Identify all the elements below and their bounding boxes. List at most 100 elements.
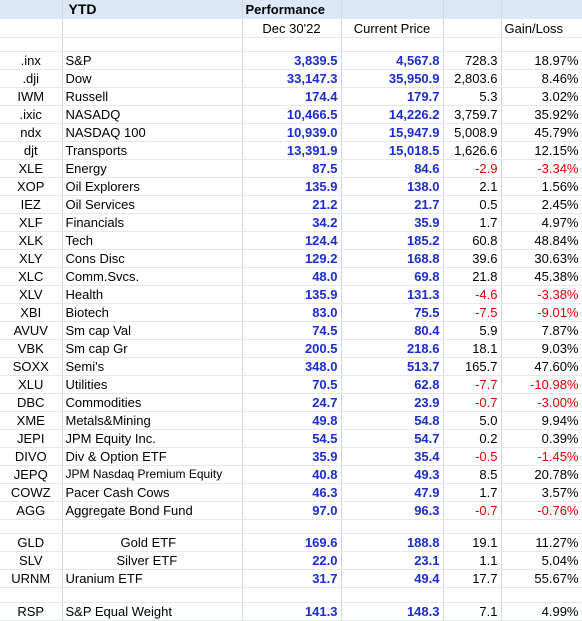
- start-price-cell: 74.5: [242, 321, 342, 340]
- ticker-cell: SOXX: [0, 357, 63, 376]
- table-row: RSP S&P Equal Weight 141.3 148.3 7.1 4.99%: [0, 602, 582, 621]
- gain-loss-cell: 55.67%: [501, 569, 582, 588]
- current-price-cell: 35.4: [341, 447, 444, 466]
- current-price-cell: 168.8: [341, 249, 444, 268]
- ticker-cell: .inx: [0, 51, 63, 70]
- ticker-cell: XLF: [0, 213, 63, 232]
- gain-loss-cell: 11.27%: [501, 533, 582, 552]
- current-price-cell: 47.9: [341, 483, 444, 502]
- name-cell: S&P Equal Weight: [62, 602, 243, 621]
- gain-loss-cell: 3.02%: [501, 87, 582, 106]
- change-cell: 19.1: [443, 533, 502, 552]
- blank-row: [0, 587, 582, 603]
- gain-loss-cell: 47.60%: [501, 357, 582, 376]
- gain-loss-cell: -9.01%: [501, 303, 582, 322]
- change-cell: 1.7: [443, 213, 502, 232]
- change-cell: 39.6: [443, 249, 502, 268]
- current-price-cell: 15,018.5: [341, 141, 444, 160]
- name-cell: Gold ETF: [62, 533, 243, 552]
- current-price-cell: 49.4: [341, 569, 444, 588]
- performance-header: Performance: [242, 0, 342, 19]
- table-row: IWM Russell 174.4 179.7 5.3 3.02%: [0, 87, 582, 106]
- table-row: IEZ Oil Services 21.2 21.7 0.5 2.45%: [0, 195, 582, 214]
- ticker-cell: IEZ: [0, 195, 63, 214]
- change-cell: 7.1: [443, 602, 502, 621]
- name-cell: JPM Equity Inc.: [62, 429, 243, 448]
- gain-loss-cell: 9.03%: [501, 339, 582, 358]
- start-price-cell: 174.4: [242, 87, 342, 106]
- current-price-cell: 148.3: [341, 602, 444, 621]
- gain-loss-cell: 3.57%: [501, 483, 582, 502]
- current-price-cell: 179.7: [341, 87, 444, 106]
- name-cell: Commodities: [62, 393, 243, 412]
- current-price-cell: 49.3: [341, 465, 444, 484]
- gain-loss-cell: 9.94%: [501, 411, 582, 430]
- start-price-cell: 200.5: [242, 339, 342, 358]
- ticker-cell: XLK: [0, 231, 63, 250]
- current-price-cell: 69.8: [341, 267, 444, 286]
- gain-loss-cell: 0.39%: [501, 429, 582, 448]
- change-cell: -0.7: [443, 393, 502, 412]
- start-price-cell: 24.7: [242, 393, 342, 412]
- ticker-cell: VBK: [0, 339, 63, 358]
- current-price-cell: 218.6: [341, 339, 444, 358]
- current-price-cell: 21.7: [341, 195, 444, 214]
- table-row: DIVO Div & Option ETF 35.9 35.4 -0.5 -1.45%: [0, 447, 582, 466]
- table-row: XLV Health 135.9 131.3 -4.6 -3.38%: [0, 285, 582, 304]
- table-row: .ixic NASADQ 10,466.5 14,226.2 3,759.7 35.92%: [0, 105, 582, 124]
- header-blank-cell: [62, 18, 243, 38]
- start-price-cell: 21.2: [242, 195, 342, 214]
- header-row-2: Dec 30'22 Current Price Gain/Loss: [0, 18, 582, 38]
- start-price-cell: 34.2: [242, 213, 342, 232]
- ticker-cell: XOP: [0, 177, 63, 196]
- gain-loss-cell: 5.04%: [501, 551, 582, 570]
- table-row: djt Transports 13,391.9 15,018.5 1,626.6 12.1…: [0, 141, 582, 160]
- start-price-cell: 10,466.5: [242, 105, 342, 124]
- current-price-cell: 96.3: [341, 501, 444, 520]
- ticker-cell: RSP: [0, 602, 63, 621]
- table-row: .dji Dow 33,147.3 35,950.9 2,803.6 8.46%: [0, 69, 582, 88]
- gain-loss-header: Gain/Loss: [501, 18, 582, 38]
- table-row: XLU Utilities 70.5 62.8 -7.7 -10.98%: [0, 375, 582, 394]
- gain-loss-cell: 12.15%: [501, 141, 582, 160]
- ticker-cell: DBC: [0, 393, 63, 412]
- name-cell: Uranium ETF: [62, 569, 243, 588]
- name-cell: JPM Nasdaq Premium Equity: [62, 465, 243, 484]
- ticker-cell: .ixic: [0, 105, 63, 124]
- ticker-cell: djt: [0, 141, 63, 160]
- current-price-cell: 188.8: [341, 533, 444, 552]
- table-row: XLY Cons Disc 129.2 168.8 39.6 30.63%: [0, 249, 582, 268]
- start-price-cell: 97.0: [242, 501, 342, 520]
- table-row: XLF Financials 34.2 35.9 1.7 4.97%: [0, 213, 582, 232]
- header-row-1: YTD Performance: [0, 0, 582, 19]
- start-price-cell: 3,839.5: [242, 51, 342, 70]
- name-cell: Russell: [62, 87, 243, 106]
- gain-loss-cell: -3.00%: [501, 393, 582, 412]
- change-cell: -0.5: [443, 447, 502, 466]
- start-price-cell: 135.9: [242, 285, 342, 304]
- change-cell: -7.5: [443, 303, 502, 322]
- table-row: DBC Commodities 24.7 23.9 -0.7 -3.00%: [0, 393, 582, 412]
- start-price-cell: 54.5: [242, 429, 342, 448]
- name-cell: Oil Explorers: [62, 177, 243, 196]
- change-cell: -7.7: [443, 375, 502, 394]
- start-price-cell: 129.2: [242, 249, 342, 268]
- gain-loss-cell: 1.56%: [501, 177, 582, 196]
- start-price-cell: 13,391.9: [242, 141, 342, 160]
- name-cell: Financials: [62, 213, 243, 232]
- start-price-cell: 141.3: [242, 602, 342, 621]
- change-cell: 21.8: [443, 267, 502, 286]
- table-row: AGG Aggregate Bond Fund 97.0 96.3 -0.7 -0.76%: [0, 501, 582, 520]
- change-cell: 5.3: [443, 87, 502, 106]
- name-cell: NASADQ: [62, 105, 243, 124]
- change-cell: 165.7: [443, 357, 502, 376]
- table-row: AVUV Sm cap Val 74.5 80.4 5.9 7.87%: [0, 321, 582, 340]
- change-cell: 0.2: [443, 429, 502, 448]
- start-price-cell: 169.6: [242, 533, 342, 552]
- ticker-cell: JEPI: [0, 429, 63, 448]
- gain-loss-cell: 18.97%: [501, 51, 582, 70]
- current-price-cell: 15,947.9: [341, 123, 444, 142]
- current-price-cell: 23.1: [341, 551, 444, 570]
- table-row: XLE Energy 87.5 84.6 -2.9 -3.34%: [0, 159, 582, 178]
- ticker-cell: XLC: [0, 267, 63, 286]
